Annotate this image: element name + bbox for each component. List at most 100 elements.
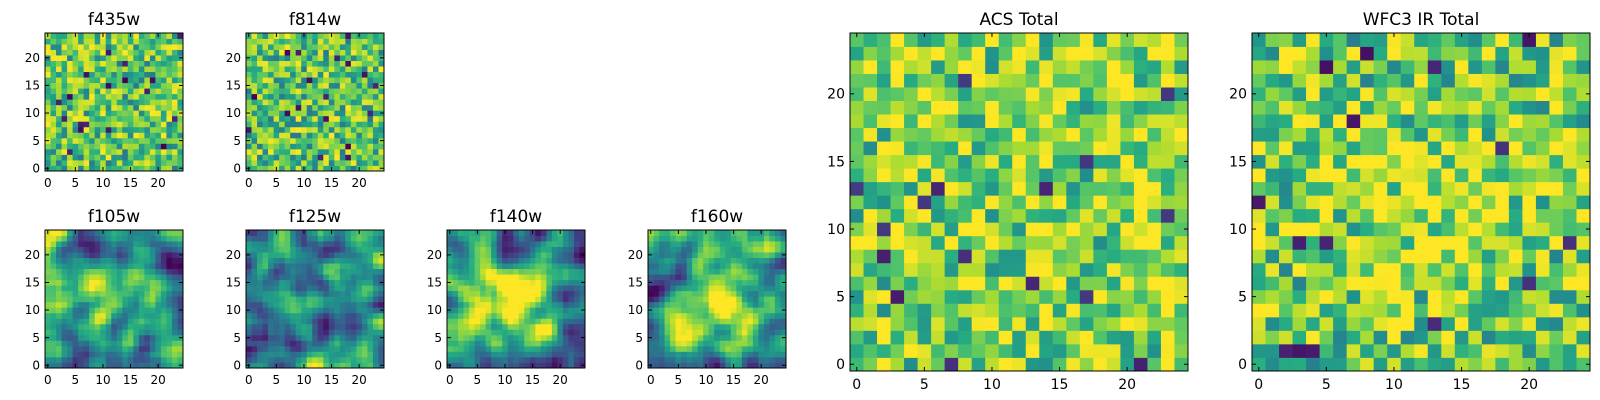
heatmap-cell	[116, 60, 123, 67]
heatmap-cell	[985, 235, 1000, 250]
heatmap-cell	[345, 38, 352, 45]
heatmap-cell	[496, 334, 503, 341]
heatmap-cell	[301, 307, 308, 314]
heatmap-cell	[659, 351, 665, 358]
heatmap-cell	[763, 290, 770, 297]
heatmap-cell	[284, 143, 291, 150]
heatmap-cell	[262, 345, 269, 352]
heatmap-cell	[160, 257, 167, 264]
heatmap-cell	[100, 345, 107, 352]
heatmap-cell	[116, 252, 123, 258]
heatmap-cell	[262, 71, 269, 78]
x-tick-label: 20	[754, 373, 769, 387]
heatmap-cell	[447, 356, 453, 363]
heatmap-cell	[863, 141, 878, 156]
heatmap-cell	[149, 268, 156, 275]
heatmap-cell	[708, 345, 715, 352]
heatmap-cell	[149, 301, 156, 308]
heatmap-cell	[725, 356, 732, 363]
heatmap-cell	[877, 141, 891, 156]
heatmap-cell	[524, 307, 531, 314]
heatmap-cell	[1133, 289, 1148, 304]
heatmap-cell	[944, 195, 959, 210]
heatmap-cell	[67, 159, 73, 166]
heatmap-cell	[301, 82, 308, 89]
heatmap-cell	[971, 33, 986, 47]
heatmap-cell	[100, 241, 107, 247]
heatmap-cell	[747, 246, 754, 253]
heatmap-cell	[138, 121, 145, 128]
heatmap-cell	[284, 99, 291, 106]
heatmap-cell	[160, 334, 167, 341]
heatmap-cell	[686, 356, 693, 363]
heatmap-cell	[714, 274, 721, 281]
heatmap-cell	[78, 93, 85, 100]
heatmap-cell	[1039, 87, 1054, 101]
heatmap-cell	[83, 99, 90, 106]
heatmap-cell	[1025, 60, 1040, 74]
heatmap-cell	[56, 66, 62, 73]
heatmap-cell	[1454, 357, 1469, 372]
heatmap-cell	[273, 307, 280, 314]
heatmap-cell	[469, 296, 475, 303]
heatmap-cell	[703, 356, 710, 363]
heatmap-cell	[697, 279, 704, 286]
heatmap-cell	[774, 252, 781, 258]
heatmap-cell	[763, 312, 770, 319]
heatmap-cell	[850, 154, 864, 169]
heatmap-cell	[67, 252, 73, 258]
heatmap-cell	[94, 104, 101, 111]
heatmap-cell	[863, 33, 878, 47]
heatmap-cell	[78, 148, 85, 155]
heatmap-cell	[529, 345, 536, 352]
heatmap-cell	[111, 115, 118, 122]
heatmap-cell	[491, 296, 498, 303]
heatmap-cell	[1252, 154, 1266, 169]
heatmap-cell	[1562, 222, 1577, 237]
heatmap-cell	[356, 235, 363, 242]
heatmap-cell	[1495, 208, 1510, 223]
y-tick-label: 15	[427, 276, 442, 290]
heatmap-cell	[535, 230, 542, 236]
heatmap-cell	[496, 274, 503, 281]
heatmap-cell	[144, 93, 151, 100]
heatmap-cell	[50, 55, 57, 61]
heatmap-cell	[944, 303, 959, 318]
heatmap-cell	[1079, 262, 1094, 277]
heatmap-cell	[45, 263, 51, 270]
heatmap-cell	[524, 296, 531, 303]
heatmap-cell	[714, 263, 721, 270]
heatmap-cell	[463, 268, 470, 275]
heatmap-cell	[752, 246, 759, 253]
heatmap-cell	[452, 296, 459, 303]
heatmap-cell	[257, 132, 263, 139]
heatmap-cell	[485, 362, 492, 369]
heatmap-cell	[144, 121, 151, 128]
heatmap-cell	[100, 296, 107, 303]
heatmap-cell	[686, 307, 693, 314]
heatmap-cell	[155, 154, 162, 161]
heatmap-cell	[127, 71, 134, 78]
heatmap-cell	[730, 340, 737, 347]
heatmap-cell	[485, 351, 492, 358]
heatmap-cell	[306, 148, 313, 155]
heatmap-cell	[372, 307, 379, 314]
heatmap-cell	[1093, 303, 1108, 318]
heatmap-cell	[339, 296, 346, 303]
heatmap-cell	[301, 356, 308, 363]
heatmap-cell	[1454, 195, 1469, 210]
heatmap-cell	[1306, 235, 1320, 250]
heatmap-cell	[741, 252, 748, 258]
heatmap-cell	[100, 93, 107, 100]
heatmap-cell	[94, 285, 101, 292]
x-tick-label: 0	[44, 176, 52, 190]
heatmap-cell	[317, 137, 324, 144]
heatmap-cell	[133, 351, 140, 358]
heatmap-cell	[78, 60, 85, 67]
heatmap-cell	[138, 279, 145, 286]
heatmap-cell	[752, 296, 759, 303]
heatmap-cell	[89, 66, 96, 73]
heatmap-cell	[56, 121, 62, 128]
heatmap-cell	[917, 235, 932, 250]
heatmap-cell	[105, 55, 112, 61]
